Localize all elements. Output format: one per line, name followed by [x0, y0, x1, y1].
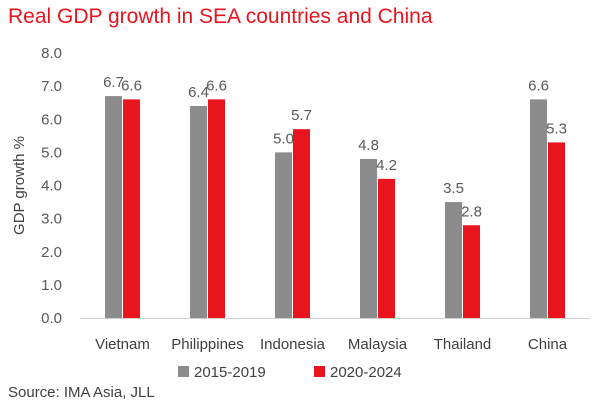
y-tick-label: 7.0 — [41, 78, 62, 95]
data-label: 6.4 — [188, 84, 209, 101]
category-label: China — [528, 336, 568, 353]
source-note: Source: IMA Asia, JLL — [8, 384, 155, 401]
legend-swatch — [178, 366, 189, 377]
bar-2015-2019-Malaysia — [360, 159, 377, 318]
data-labels-group: 6.76.6 6.46.65.05.74.84.23.52.86.65.3 — [103, 74, 567, 220]
category-label: Philippines — [171, 336, 244, 353]
data-label: 5.7 — [291, 107, 312, 124]
data-label: 4.2 — [376, 157, 397, 174]
legend-label: 2015-2019 — [194, 364, 266, 381]
bar-2015-2019-Thailand — [445, 202, 462, 318]
y-tick-label: 3.0 — [41, 211, 62, 228]
y-tick-label: 4.0 — [41, 178, 62, 195]
bar-2015-2019-Indonesia — [275, 152, 292, 318]
category-label: Vietnam — [95, 336, 150, 353]
category-label: Malaysia — [348, 336, 408, 353]
category-label: Thailand — [434, 336, 492, 353]
data-label: 3.5 — [443, 180, 464, 197]
bar-2015-2019-China — [530, 99, 547, 318]
data-label: 2.8 — [461, 203, 482, 220]
data-label: 5.3 — [546, 120, 567, 137]
category-labels: Vietnam Philippines Indonesia Malaysia Thail… — [95, 336, 568, 353]
category-label: Indonesia — [260, 336, 326, 353]
y-tick-labels: 0.0 1.0 2.0 3.0 4.0 5.0 6.0 7.0 8.0 — [41, 45, 62, 327]
y-tick-label: 1.0 — [41, 277, 62, 294]
y-tick-label: 0.0 — [41, 310, 62, 327]
bar-2015-2019-Philippines — [190, 106, 207, 318]
bar-2020-2024-Malaysia — [378, 178, 395, 318]
y-tick-label: 8.0 — [41, 45, 62, 62]
y-axis-title-group: GDP growth % — [11, 136, 28, 235]
bar-2015-2019-Vietnam — [105, 96, 122, 318]
data-label: 6.6 — [206, 77, 227, 94]
bar-2020-2024-Thailand — [463, 225, 480, 318]
bar-2020-2024-China — [548, 142, 565, 318]
bar-2020-2024-Philippines — [208, 99, 225, 318]
bar-2020-2024-Vietnam — [123, 99, 140, 318]
y-tick-label: 5.0 — [41, 144, 62, 161]
data-label: 6.6 — [528, 77, 549, 94]
data-label: 5.0 — [273, 130, 294, 147]
legend-swatch — [314, 366, 325, 377]
chart-title: Real GDP growth in SEA countries and Chi… — [8, 5, 433, 28]
data-label: 4.8 — [358, 137, 379, 154]
bar-2020-2024-Indonesia — [293, 129, 310, 318]
y-tick-label: 6.0 — [41, 111, 62, 128]
y-tick-label: 2.0 — [41, 244, 62, 261]
bars-group — [105, 96, 565, 318]
data-label: 6.7 — [103, 74, 124, 91]
y-axis-title: GDP growth % — [11, 136, 28, 235]
legend: 2015-2019 2020-2024 — [178, 364, 402, 381]
data-label: 6.6 — [121, 77, 142, 94]
legend-label: 2020-2024 — [330, 364, 402, 381]
